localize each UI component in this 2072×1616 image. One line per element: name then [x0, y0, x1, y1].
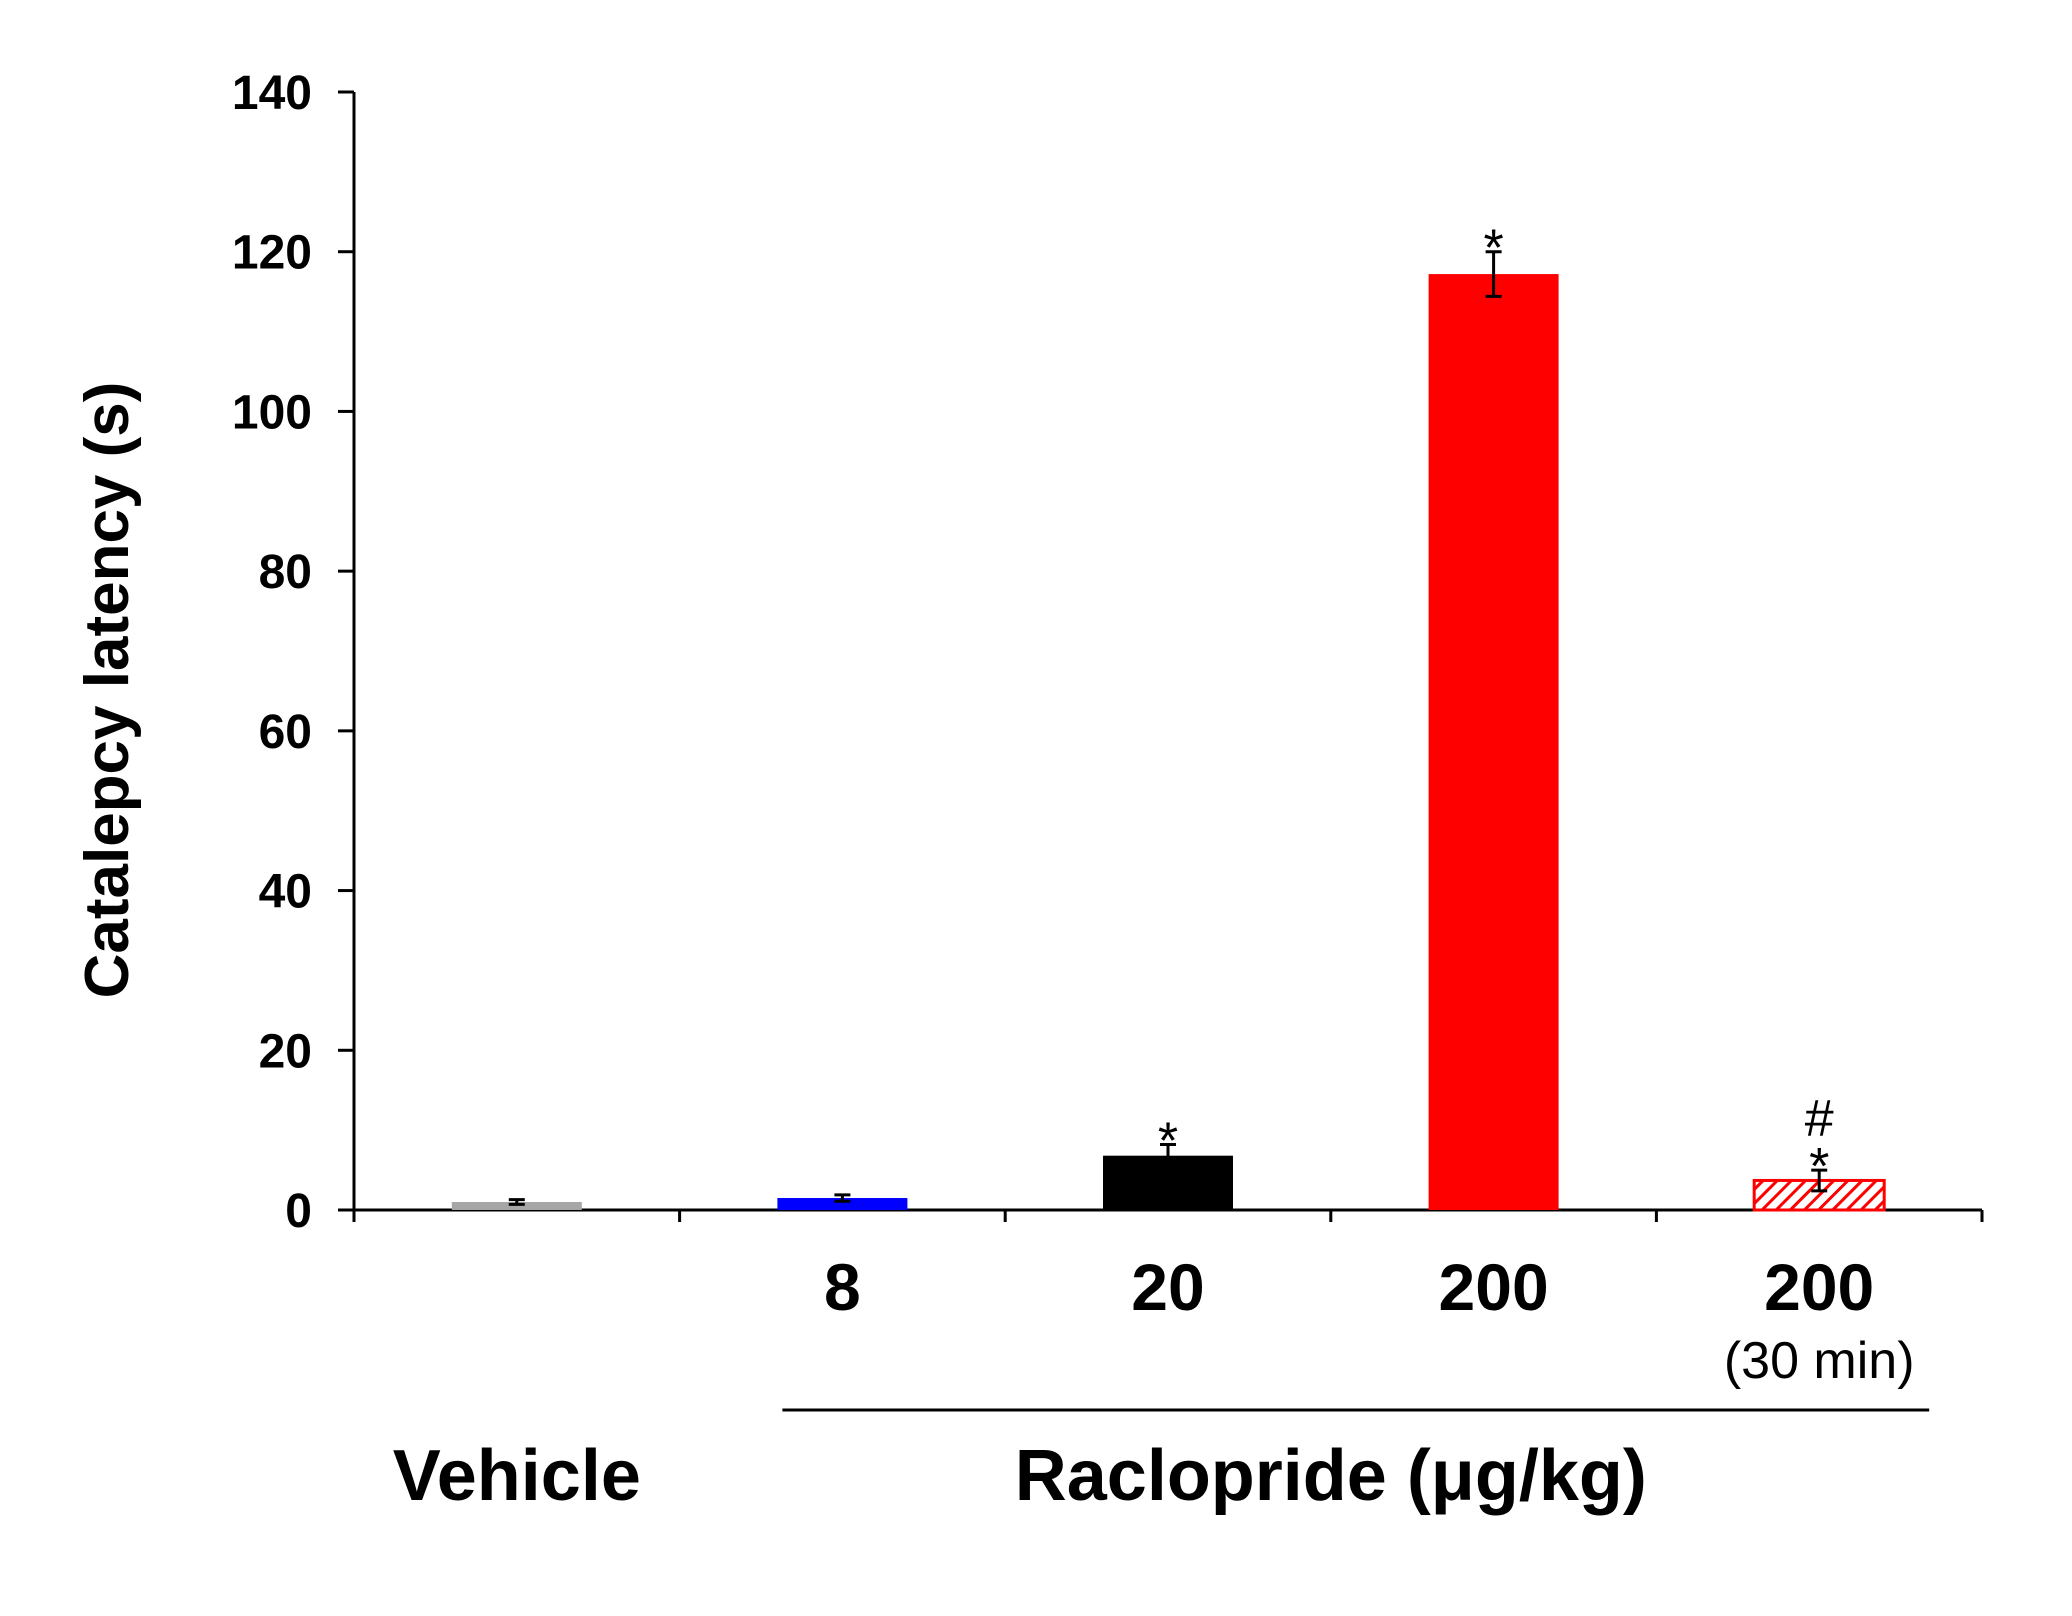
y-tick-label: 0	[285, 1185, 312, 1238]
significance-marker: *	[1809, 1138, 1829, 1196]
y-axis: 0 20 40 60 80 100 120 140	[232, 67, 356, 1238]
bars	[451, 250, 1886, 1212]
x-axis	[352, 1208, 1984, 1222]
y-tick-label: 20	[259, 1025, 312, 1078]
bar	[1428, 274, 1559, 1210]
category-sublabel: (30 min)	[1724, 1332, 1915, 1390]
y-tick-label: 60	[259, 706, 312, 759]
y-tick-label: 140	[232, 67, 312, 120]
y-tick-label: 80	[259, 546, 312, 599]
y-axis-title: Catalepcy latency (s)	[73, 382, 142, 999]
bar	[451, 1202, 582, 1210]
group-labels: Vehicle Raclopride (μg/kg)	[393, 1408, 1930, 1516]
category-label: 20	[1131, 1250, 1204, 1324]
y-tick-label: 40	[259, 866, 312, 919]
category-label: 8	[824, 1250, 861, 1324]
significance-marker: #	[1805, 1090, 1834, 1148]
y-tick-label: 100	[232, 386, 312, 439]
bar	[777, 1198, 908, 1210]
significance-marker: *	[1158, 1113, 1178, 1171]
category-label: 200	[1439, 1250, 1549, 1324]
significance-marker: *	[1483, 220, 1503, 278]
category-label: 200	[1764, 1250, 1874, 1324]
y-tick-label: 120	[232, 227, 312, 280]
category-labels: 8 20 200 200 (30 min)	[824, 1250, 1915, 1390]
significance-annotations: **#*	[1158, 220, 1834, 1196]
group-label: Raclopride (μg/kg)	[1015, 1436, 1647, 1516]
group-label: Vehicle	[393, 1436, 641, 1516]
